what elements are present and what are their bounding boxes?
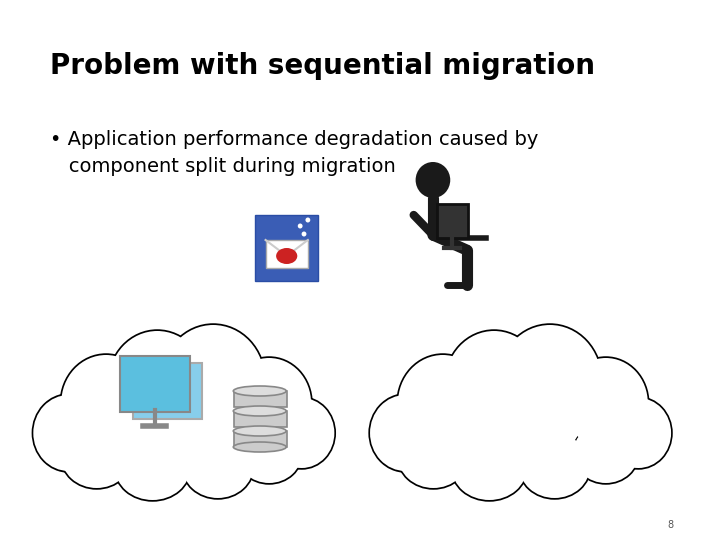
Ellipse shape <box>452 436 526 500</box>
Ellipse shape <box>562 356 649 450</box>
Ellipse shape <box>564 358 648 448</box>
Ellipse shape <box>161 323 266 437</box>
Ellipse shape <box>60 353 153 453</box>
Ellipse shape <box>109 331 206 435</box>
Ellipse shape <box>276 248 297 264</box>
Ellipse shape <box>518 432 592 500</box>
Ellipse shape <box>370 395 441 471</box>
Ellipse shape <box>61 355 150 451</box>
Ellipse shape <box>369 393 443 472</box>
Text: 8: 8 <box>667 520 673 530</box>
Ellipse shape <box>107 329 207 437</box>
Ellipse shape <box>114 434 192 502</box>
Ellipse shape <box>499 325 601 435</box>
FancyBboxPatch shape <box>120 356 189 412</box>
Ellipse shape <box>446 331 542 435</box>
Ellipse shape <box>162 325 264 435</box>
Ellipse shape <box>236 423 302 483</box>
Ellipse shape <box>269 398 334 468</box>
Ellipse shape <box>233 442 287 452</box>
Ellipse shape <box>267 396 336 470</box>
FancyBboxPatch shape <box>266 240 308 268</box>
Circle shape <box>302 232 307 237</box>
Ellipse shape <box>233 406 287 416</box>
Text: Problem with sequential migration: Problem with sequential migration <box>50 52 595 80</box>
Circle shape <box>305 218 310 222</box>
Ellipse shape <box>398 355 487 451</box>
Bar <box>234 411 287 427</box>
Ellipse shape <box>573 423 639 483</box>
Ellipse shape <box>396 353 489 453</box>
Bar <box>234 431 287 447</box>
Ellipse shape <box>497 323 603 437</box>
Ellipse shape <box>115 436 190 500</box>
Ellipse shape <box>235 421 303 485</box>
FancyBboxPatch shape <box>132 363 202 419</box>
Text: • Application performance degradation caused by
   component split during migrat: • Application performance degradation ca… <box>50 130 539 176</box>
Ellipse shape <box>398 424 469 488</box>
Ellipse shape <box>451 434 528 502</box>
FancyBboxPatch shape <box>255 215 318 281</box>
Ellipse shape <box>95 366 248 470</box>
Ellipse shape <box>444 329 544 437</box>
FancyBboxPatch shape <box>437 204 467 238</box>
Ellipse shape <box>233 386 287 396</box>
Circle shape <box>298 224 302 228</box>
Circle shape <box>415 162 450 198</box>
Ellipse shape <box>33 395 104 471</box>
Ellipse shape <box>606 398 671 468</box>
Ellipse shape <box>181 432 255 500</box>
Ellipse shape <box>604 396 672 470</box>
Ellipse shape <box>572 421 640 485</box>
Ellipse shape <box>432 366 584 470</box>
Ellipse shape <box>96 368 246 468</box>
Ellipse shape <box>60 422 134 490</box>
Ellipse shape <box>32 393 106 472</box>
Ellipse shape <box>519 434 590 498</box>
Bar <box>234 391 287 407</box>
Ellipse shape <box>228 358 311 448</box>
Ellipse shape <box>182 434 253 498</box>
Ellipse shape <box>225 356 312 450</box>
Ellipse shape <box>61 424 132 488</box>
Ellipse shape <box>433 368 582 468</box>
Ellipse shape <box>396 422 470 490</box>
Ellipse shape <box>233 426 287 436</box>
